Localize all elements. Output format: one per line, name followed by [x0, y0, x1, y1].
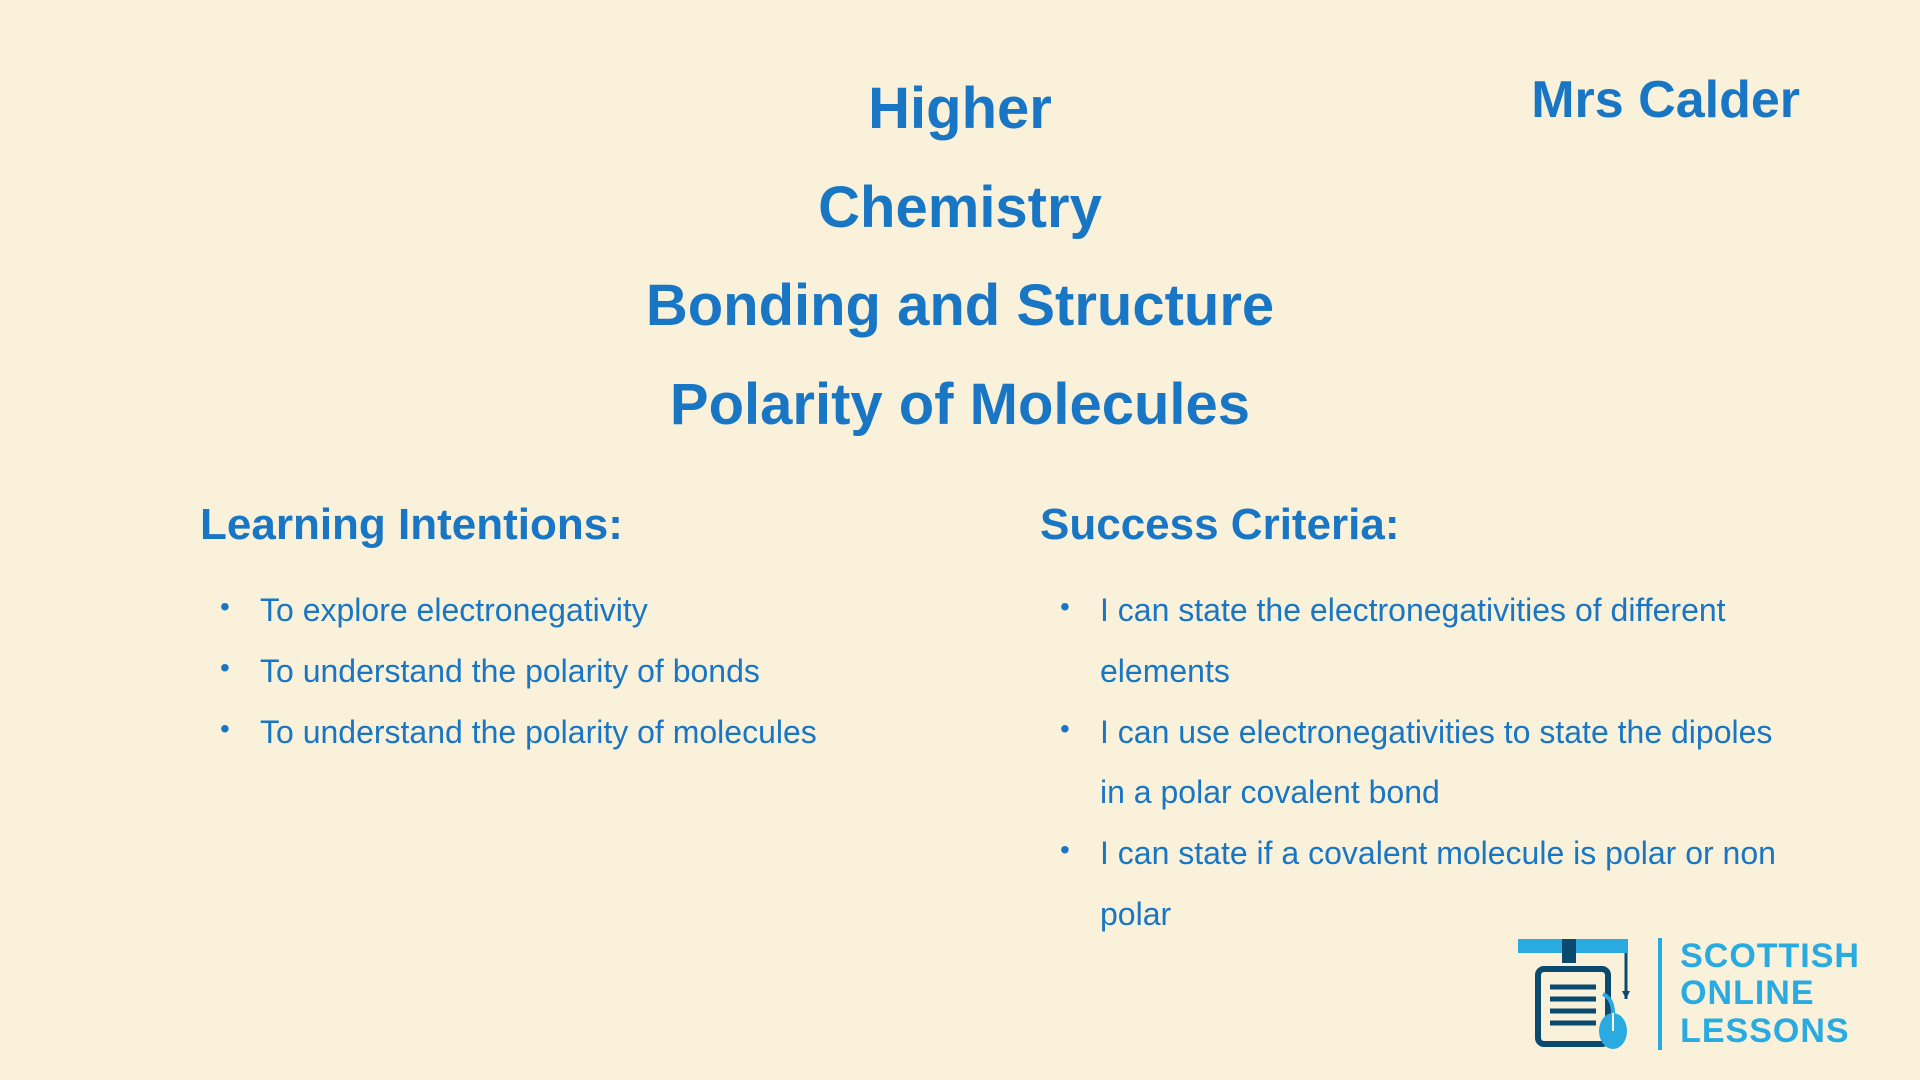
list-item: I can state the electronegativities of d…: [1060, 580, 1800, 702]
success-criteria-heading: Success Criteria:: [1040, 500, 1800, 550]
title-line-4: Polarity of Molecules: [0, 356, 1920, 455]
learning-intentions-list: To explore electronegativity To understa…: [200, 580, 960, 762]
learning-intentions-heading: Learning Intentions:: [200, 500, 960, 550]
content-columns: Learning Intentions: To explore electron…: [200, 500, 1800, 945]
logo-icon: [1508, 939, 1638, 1049]
logo-text-line-2: ONLINE: [1680, 975, 1860, 1012]
list-item: To explore electronegativity: [220, 580, 960, 641]
success-criteria-list: I can state the electronegativities of d…: [1040, 580, 1800, 945]
list-item: I can use electronegativities to state t…: [1060, 702, 1800, 824]
learning-intentions-column: Learning Intentions: To explore electron…: [200, 500, 960, 945]
logo-text-line-3: LESSONS: [1680, 1013, 1860, 1050]
list-item: To understand the polarity of molecules: [220, 702, 960, 763]
brand-logo: SCOTTISH ONLINE LESSONS: [1508, 938, 1860, 1050]
teacher-name: Mrs Calder: [1531, 70, 1800, 130]
success-criteria-column: Success Criteria: I can state the electr…: [1040, 500, 1800, 945]
logo-text: SCOTTISH ONLINE LESSONS: [1658, 938, 1860, 1050]
logo-text-line-1: SCOTTISH: [1680, 938, 1860, 975]
list-item: I can state if a covalent molecule is po…: [1060, 823, 1800, 945]
title-line-2: Chemistry: [0, 159, 1920, 258]
title-line-3: Bonding and Structure: [0, 257, 1920, 356]
list-item: To understand the polarity of bonds: [220, 641, 960, 702]
